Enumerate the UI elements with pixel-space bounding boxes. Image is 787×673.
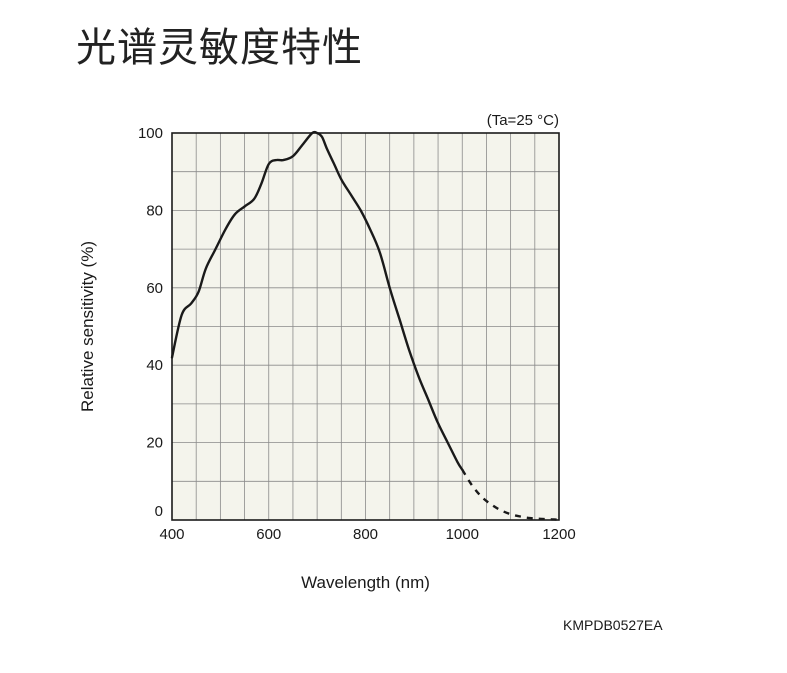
y-tick-label: 80 [146,202,163,219]
sensitivity-curve-extrapolated [461,469,557,521]
x-axis-title: Wavelength (nm) [301,573,430,592]
y-axis-title: Relative sensitivity (%) [78,241,97,412]
y-axis-ticks: 0 20 40 60 80 100 [138,125,163,520]
y-tick-label: 20 [146,435,163,452]
measurement-condition: (Ta=25 °C) [487,112,559,129]
grid [172,133,559,520]
y-tick-label: 100 [138,125,163,142]
document-code: KMPDB0527EA [563,617,663,633]
sensitivity-curve [170,130,464,471]
page-title: 光谱灵敏度特性 [76,25,363,71]
y-tick-label: 60 [146,280,163,297]
y-tick-label: 40 [146,357,163,374]
x-tick-label: 1000 [446,526,479,543]
x-tick-label: 800 [353,526,378,543]
x-tick-label: 1200 [542,526,575,543]
x-tick-label: 600 [256,526,281,543]
y-tick-label: 0 [155,503,163,520]
series-layer [170,130,557,521]
x-tick-label: 400 [159,526,184,543]
plot-frame [171,132,560,521]
x-axis-ticks: 400 600 800 1000 1200 [159,526,575,543]
